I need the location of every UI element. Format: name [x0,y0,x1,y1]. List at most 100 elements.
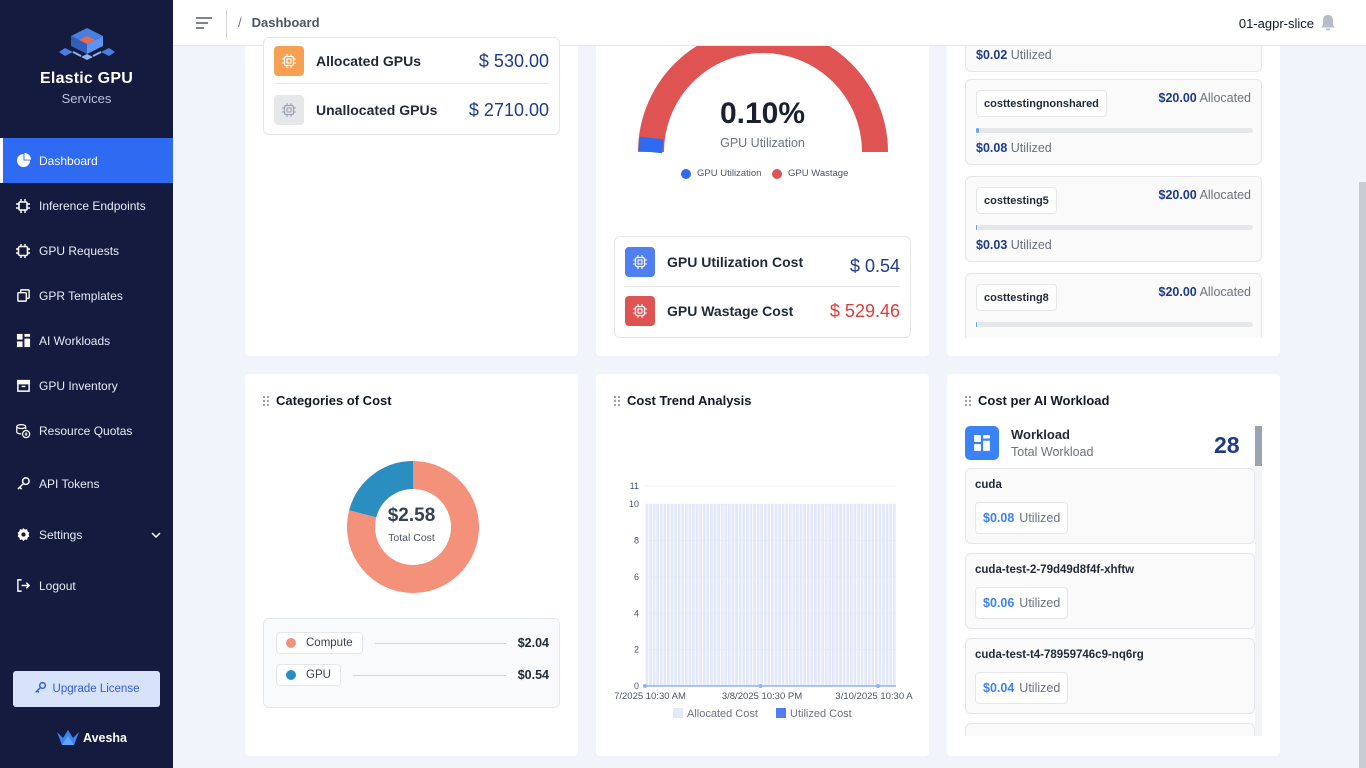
bar-allocated [828,504,832,686]
breadcrumb-current[interactable]: Dashboard [251,15,320,30]
logout-icon [15,578,31,594]
workload-list[interactable]: cuda $0.08 Utilized cuda-test-2-79d49d8f4… [965,468,1255,736]
workload-utilized: $0.04 Utilized [975,672,1069,704]
sidebar-item-resource-quotas[interactable]: Resource Quotas [0,408,173,453]
workload-item: cuda $0.08 Utilized [965,468,1255,544]
y-tick-label: 8 [634,536,639,546]
sidebar-item-logout[interactable]: Logout [0,563,173,608]
x-tick-marker [758,684,763,688]
workload-item [965,723,1255,736]
cost-trend-chart: 0 2 4 6 8 10 11 7/2025 10:30 AM 3/8/2025 10:30 P… [614,481,913,720]
brand-subtitle: Services [61,91,112,106]
slice-usage-bar [976,322,1253,327]
y-tick-label: 6 [634,572,639,582]
y-tick-label: 2 [634,645,639,655]
category-chip: Compute [276,632,363,654]
bar-allocated [649,504,652,686]
sidebar-item-label: Dashboard [39,153,98,168]
page-scrollbar[interactable] [1359,182,1366,768]
x-tick-label: 3/10/2025 10:30 A [835,691,913,702]
y-tick-label: 10 [629,499,639,509]
slice-list[interactable]: $0.02 Utilized costtestingnonshared $20.… [965,46,1262,338]
donut-slice-gpu[interactable] [349,461,414,519]
divider [226,10,227,38]
sidebar-item-settings[interactable]: Settings [0,512,173,557]
bar-allocated [810,504,814,686]
bar-allocated [753,504,756,686]
bar-allocated [767,504,771,686]
workload-utilized: $0.06 Utilized [975,587,1069,619]
bar-allocated [667,504,670,686]
donut-slice-compute[interactable] [347,461,479,593]
drag-handle-icon[interactable] [263,395,269,406]
sidebar-item-label: API Tokens [39,476,100,491]
bar-allocated [738,504,742,686]
bar-allocated [831,504,835,686]
sidebar-item-api-tokens[interactable]: API Tokens [0,461,173,506]
bar-allocated [724,504,728,686]
slice-allocated: $20.00 Allocated [1158,91,1251,105]
bar-allocated [677,504,681,686]
slice-item: costtestingnonshared $20.00 Allocated $0… [965,79,1262,165]
workload-utilized: $0.08 Utilized [975,502,1069,534]
bar-allocated [860,504,864,686]
allocated-gpus-row: Allocated GPUs $ 530.00 [274,41,549,81]
utilization-percent: 0.10% [719,97,806,130]
sidebar-item-gpr-templates[interactable]: GPR Templates [0,273,173,318]
sidebar-item-inference-endpoints[interactable]: Inference Endpoints [0,183,173,228]
bar-allocated [717,504,720,686]
bar-allocated [763,504,767,686]
drag-handle-icon[interactable] [965,395,971,406]
divider [625,286,900,287]
key-icon [15,476,31,492]
upgrade-license-button[interactable]: Upgrade License [13,671,160,707]
copy-icon [15,288,31,304]
bar-allocated [842,504,846,686]
bar-allocated [799,504,803,686]
gpu-allocation-box: Allocated GPUs $ 530.00 Unallocated GPUs… [263,37,560,135]
menu-icon[interactable] [195,16,213,35]
card-title: Cost per AI Workload [965,393,1109,408]
crown-icon [57,730,79,745]
sidebar-item-dashboard[interactable]: Dashboard [0,138,173,183]
utilization-gauge [638,46,888,154]
category-dot [286,670,296,680]
drag-handle-icon[interactable] [614,395,620,406]
slice-name[interactable]: 01-agpr-slice [1238,16,1314,31]
pie-chart-icon [15,153,31,169]
bar-allocated [774,504,778,686]
sidebar-item-ai-workloads[interactable]: AI Workloads [0,318,173,363]
wastage-cost-row: GPU Wastage Cost $ 529.46 [625,291,900,331]
unallocated-gpus-row: Unallocated GPUs $ 2710.00 [274,90,549,130]
workload-count: 28 [1214,432,1240,458]
bar-allocated [710,504,713,686]
workloads-title: Cost per AI Workload [978,393,1110,408]
workload-name: cuda [975,479,1002,491]
avesha-logo: Avesha [56,729,127,747]
breadcrumb: / Dashboard [238,15,320,30]
wastage-cost-label: GPU Wastage Cost [667,303,794,319]
bar-allocated [806,504,810,686]
brand-title: Elastic GPU [40,70,133,87]
workload-scrollbar-track[interactable] [1255,426,1262,736]
unallocated-gpus-label: Unallocated GPUs [316,102,438,118]
bar-allocated [874,504,878,686]
sidebar-item-gpu-requests[interactable]: GPU Requests [0,228,173,273]
chevron-down-icon[interactable] [151,528,161,542]
workload-head-sub: Total Workload [1011,445,1094,459]
x-tick-marker [643,684,647,688]
bar-allocated [771,504,774,686]
bar-allocated [674,504,677,686]
bar-allocated [727,504,731,686]
bell-icon[interactable] [1320,14,1336,36]
category-value: $2.04 [517,636,549,650]
y-tick-label: 4 [634,608,639,618]
sidebar-item-label: GPU Requests [39,243,120,258]
coins-icon [15,423,31,439]
sidebar-item-gpu-inventory[interactable]: GPU Inventory [0,363,173,408]
x-tick-label: 3/8/2025 10:30 PM [722,691,802,702]
slice-usage-bar [976,225,1253,230]
bar-allocated [839,504,842,686]
workload-scrollbar-thumb[interactable] [1255,426,1262,466]
utilization-cost-row: GPU Utilization Cost $ 0.54 [625,242,900,282]
